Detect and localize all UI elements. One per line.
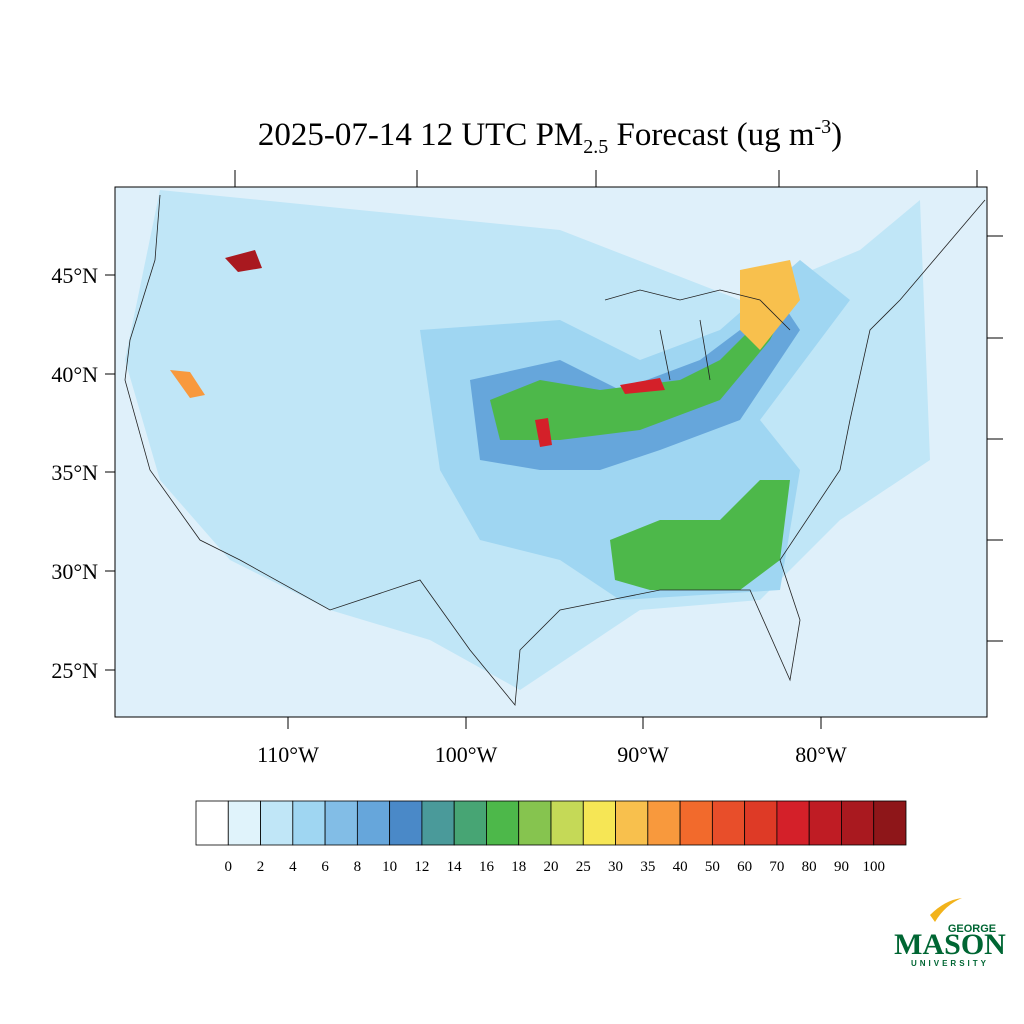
colorbar-box <box>615 800 649 846</box>
lat-label: 25°N <box>51 658 98 683</box>
colorbar-label: 8 <box>354 859 362 875</box>
frame-ticks <box>105 170 1003 729</box>
haze <box>490 300 790 440</box>
haze <box>610 480 790 590</box>
title-text: Forecast (ug m <box>608 117 815 153</box>
colorbar-label: 18 <box>511 859 526 875</box>
colorbar-box <box>873 800 907 846</box>
colorbar-label: 40 <box>673 859 688 875</box>
logo: GEORGE MASON UNIVERSITY <box>894 898 1006 968</box>
coastline <box>124 194 986 707</box>
colorbar-box <box>421 800 455 846</box>
colorbar-label: 60 <box>737 859 752 875</box>
colorbar-label: 100 <box>862 859 885 875</box>
colorbar-label: 14 <box>447 859 463 875</box>
colorbar-label: 25 <box>576 859 591 875</box>
colorbar-box <box>453 800 487 846</box>
colorbar-box <box>356 800 391 846</box>
lon-label: 110°W <box>257 742 319 767</box>
colorbar-label: 80 <box>802 859 817 875</box>
smoke <box>620 378 665 394</box>
colorbar-box <box>582 800 616 846</box>
great-lakes <box>604 289 791 381</box>
colorbar-box <box>776 800 810 846</box>
lat-label: 40°N <box>51 362 98 387</box>
colorbar-box <box>808 800 842 846</box>
logo-text: UNIVERSITY <box>911 959 989 968</box>
colorbar-box <box>486 800 520 846</box>
title: 2025-07-14 12 UTC PM2.5 Forecast (ug m-3… <box>258 116 842 158</box>
colorbar-label: 90 <box>834 859 849 875</box>
colorbar-label: 16 <box>479 859 495 875</box>
logo-text: GEORGE <box>948 923 996 935</box>
colorbar-label: 10 <box>382 859 397 875</box>
logo-mark <box>930 898 962 922</box>
colorbar-label: 30 <box>608 859 623 875</box>
lon-label: 90°W <box>617 742 669 767</box>
colorbar-label: 70 <box>769 859 784 875</box>
smoke <box>225 250 262 272</box>
title-text: 2025-07-14 12 UTC PM <box>258 117 583 153</box>
lat-label: 35°N <box>51 460 98 485</box>
colorbar-box <box>744 800 778 846</box>
colorbar-box <box>518 800 552 846</box>
colorbar-label: 12 <box>414 859 429 875</box>
logo-text: MASON <box>894 928 1006 961</box>
lon-label: 80°W <box>795 742 847 767</box>
colorbar-label: 6 <box>321 859 329 875</box>
title-subscript: 2.5 <box>583 136 608 158</box>
colorbar-box <box>841 800 875 846</box>
colorbar-box <box>324 800 358 846</box>
colorbar-label: 4 <box>289 859 297 875</box>
colorbar-box <box>389 800 423 846</box>
lat-label: 45°N <box>51 263 98 288</box>
colorbar-box <box>227 800 261 846</box>
colorbar-box <box>679 800 713 846</box>
lon-label: 100°W <box>435 742 498 767</box>
smoke <box>170 370 205 398</box>
colorbar-box <box>292 800 326 846</box>
smoke <box>535 418 552 447</box>
colorbar-label: 2 <box>257 859 265 875</box>
map <box>105 170 1003 729</box>
colorbar-box <box>711 800 746 846</box>
colorbar-label: 50 <box>705 859 720 875</box>
colorbar-box <box>550 800 584 846</box>
colorbar-box <box>647 800 681 846</box>
title-superscript: -3 <box>814 116 831 138</box>
title-text: ) <box>831 117 842 153</box>
colorbar-label: 35 <box>640 859 655 875</box>
haze <box>740 260 800 350</box>
colorbar-box <box>260 800 294 846</box>
lat-label: 30°N <box>51 559 98 584</box>
colorbar-label: 20 <box>544 859 559 875</box>
map-frame <box>114 186 988 718</box>
colorbar-label: 0 <box>225 859 233 875</box>
colorbar-box <box>195 800 229 846</box>
